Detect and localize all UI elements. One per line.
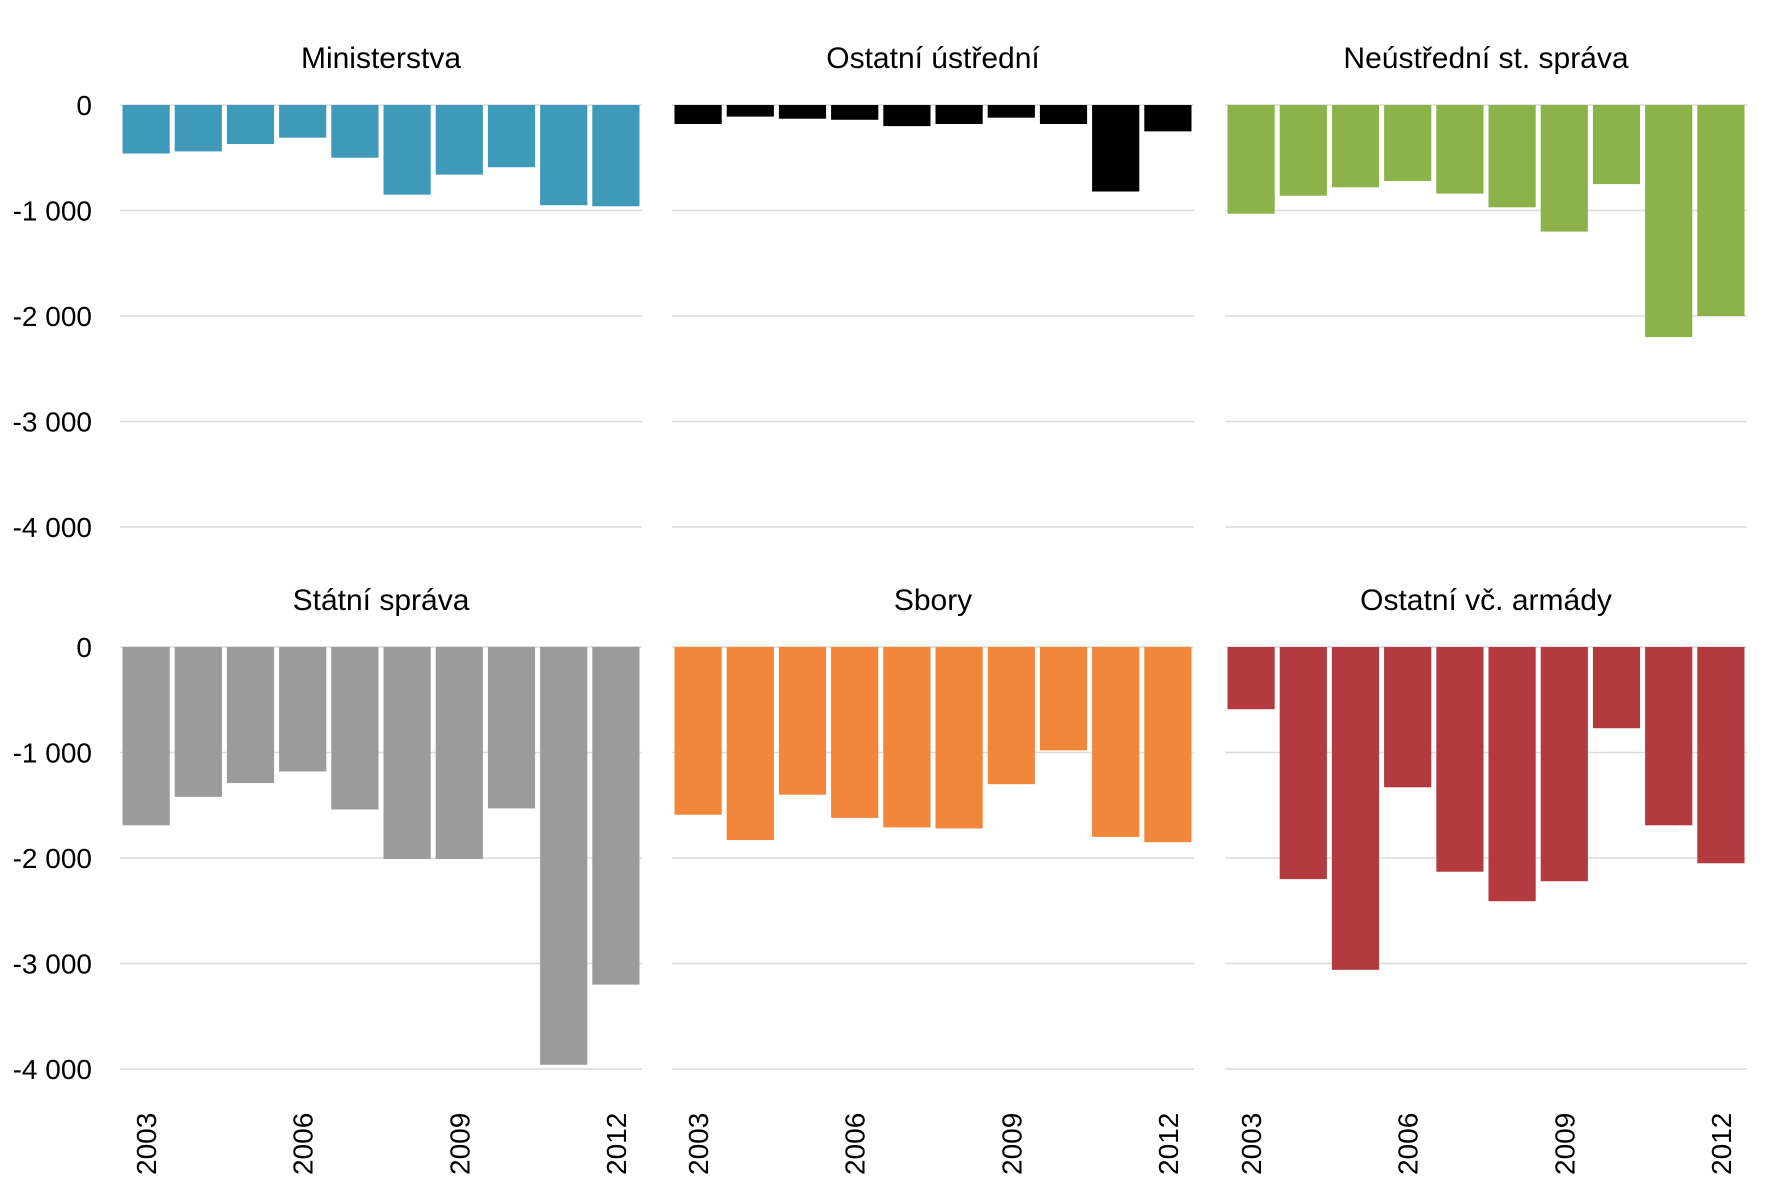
panel-4: Státní správa 0 -1 000 -2 000 -3 000 -4 000 20…	[13, 584, 642, 1175]
bar-2009	[435, 647, 483, 860]
x-tick-label: 2012	[601, 1113, 632, 1175]
y-tick-label: 0	[76, 632, 92, 663]
bar-2008	[935, 105, 983, 124]
y-tick-label: -4 000	[13, 1054, 92, 1085]
bar-2011	[1645, 647, 1693, 826]
panel-6: Ostatní vč. armády 2003 2006 2009 2012	[1225, 584, 1747, 1175]
x-tick-label: 2006	[288, 1113, 319, 1175]
bar-2004	[174, 647, 222, 797]
bar-2006	[1384, 105, 1432, 181]
x-tick-label: 2003	[1236, 1113, 1267, 1175]
bar-2008	[1488, 105, 1536, 208]
bar-2011	[1092, 647, 1140, 837]
bar-2006	[831, 105, 879, 120]
y-tick-label: -2 000	[13, 301, 92, 332]
bar-2007	[331, 105, 379, 158]
x-tick-label: 2009	[996, 1113, 1027, 1175]
x-tick-label: 2012	[1153, 1113, 1184, 1175]
bar-2006	[1384, 647, 1432, 788]
bar-2004	[726, 105, 774, 117]
bar-2007	[883, 647, 931, 828]
bar-2010	[1592, 647, 1641, 729]
bar-2010	[1592, 105, 1641, 185]
bar-2012	[1697, 647, 1745, 864]
bar-2009	[1540, 647, 1588, 882]
y-tick-label: -1 000	[13, 196, 92, 227]
y-tick-label: -3 000	[13, 949, 92, 980]
x-tick-label: 2009	[444, 1113, 475, 1175]
x-tick-label: 2006	[1393, 1113, 1424, 1175]
bar-2009	[435, 105, 483, 175]
bar-2005	[778, 647, 827, 795]
bar-2008	[1488, 647, 1536, 902]
bar-2008	[383, 647, 431, 860]
bar-2012	[1144, 647, 1192, 843]
bar-2009	[987, 647, 1035, 785]
bar-2007	[1436, 105, 1484, 194]
bar-2003	[1227, 105, 1275, 214]
panel-1: Ministerstva 0 -1 000 -2 000 -3 000 -4 000	[13, 42, 642, 543]
panel-title: Sbory	[894, 584, 972, 617]
bar-2011	[540, 105, 588, 206]
x-tick-label: 2003	[131, 1113, 162, 1175]
bar-2003	[1227, 647, 1275, 710]
bar-2008	[935, 647, 983, 829]
bar-2010	[1039, 647, 1088, 751]
x-tick-label: 2012	[1706, 1113, 1737, 1175]
bar-2011	[540, 647, 588, 1065]
y-tick-label: -2 000	[13, 843, 92, 874]
panel-5: Sbory 2003 2006 2009 2012	[672, 584, 1194, 1175]
bar-2006	[279, 647, 327, 772]
bar-2011	[1645, 105, 1693, 338]
bar-2012	[592, 105, 640, 207]
panel-title: Ostatní ústřední	[826, 42, 1040, 75]
y-tick-label: 0	[76, 90, 92, 121]
bar-2012	[592, 647, 640, 985]
bar-2007	[883, 105, 931, 127]
panel-2: Ostatní ústřední	[672, 42, 1194, 528]
bar-2003	[122, 105, 170, 154]
bar-2010	[1039, 105, 1088, 124]
bar-2005	[1331, 105, 1380, 188]
bar-2003	[674, 647, 722, 815]
bar-2004	[726, 647, 774, 841]
bar-2012	[1697, 105, 1745, 316]
bar-2011	[1092, 105, 1140, 192]
bar-2004	[1279, 105, 1327, 196]
bar-2005	[226, 647, 275, 784]
bar-2003	[674, 105, 722, 124]
y-tick-label: -4 000	[13, 512, 92, 543]
bar-2006	[279, 105, 327, 138]
bar-2004	[174, 105, 222, 152]
bar-2007	[1436, 647, 1484, 872]
bar-2007	[331, 647, 379, 810]
bar-2003	[122, 647, 170, 826]
panel-title: Ostatní vč. armády	[1360, 584, 1612, 617]
panel-title: Státní správa	[293, 584, 470, 617]
bar-2010	[487, 105, 536, 168]
bar-2006	[831, 647, 879, 818]
x-tick-label: 2009	[1549, 1113, 1580, 1175]
bar-2005	[1331, 647, 1380, 970]
bar-2005	[226, 105, 275, 145]
panel-title: Neústřední st. správa	[1343, 42, 1628, 75]
y-tick-label: -3 000	[13, 407, 92, 438]
bar-2012	[1144, 105, 1192, 132]
bar-2009	[987, 105, 1035, 118]
x-tick-label: 2003	[683, 1113, 714, 1175]
x-tick-label: 2006	[840, 1113, 871, 1175]
bar-2004	[1279, 647, 1327, 880]
panel-title: Ministerstva	[301, 42, 461, 75]
panel-3: Neústřední st. správa	[1225, 42, 1747, 528]
y-tick-label: -1 000	[13, 738, 92, 769]
bar-2005	[778, 105, 827, 119]
bar-2008	[383, 105, 431, 195]
bar-2009	[1540, 105, 1588, 232]
bar-2010	[487, 647, 536, 809]
